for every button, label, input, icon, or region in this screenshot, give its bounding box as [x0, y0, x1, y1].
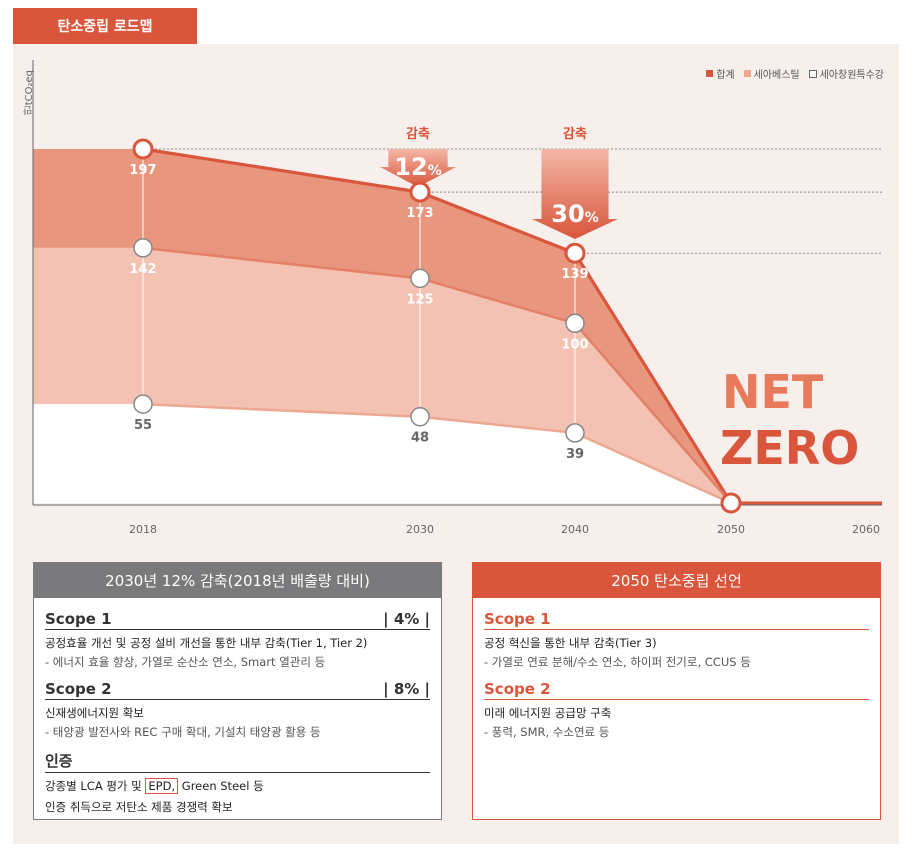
- data-label: 125: [406, 292, 433, 307]
- scope1-heading: Scope 1 | 4% |: [45, 610, 430, 630]
- marker-seah-css: [133, 394, 153, 414]
- legend-item-seah-besteel: 세아베스틸: [743, 66, 800, 81]
- x-tick-label: 2050: [717, 523, 745, 536]
- legend-swatch: [808, 69, 817, 78]
- scope1-heading-2050: Scope 1: [484, 610, 869, 630]
- target-2050-header: 2050 탄소중립 선언: [472, 562, 881, 598]
- scope2-desc: 신재생에너지원 확보: [45, 706, 144, 720]
- data-label: 142: [129, 262, 156, 277]
- scope2-desc-2050: 미래 에너지원 공급망 구축: [484, 706, 612, 720]
- reduction-value: 30%: [551, 200, 598, 228]
- scope2-detail-2050: - 풍력, SMR, 수소연료 등: [484, 725, 610, 739]
- scope2-heading: Scope 2 | 8% |: [45, 680, 430, 700]
- legend-swatch: [706, 70, 714, 77]
- legend-label: 세아창원특수강: [819, 70, 884, 81]
- target-2030-box: 2030년 12% 감축(2018년 배출량 대비) Scope 1 | 4% …: [33, 562, 442, 820]
- target-2030-header: 2030년 12% 감축(2018년 배출량 대비): [33, 562, 442, 598]
- legend-swatch: [743, 70, 751, 77]
- data-label: 48: [411, 431, 429, 446]
- scope2-heading-2050: Scope 2: [484, 680, 869, 700]
- marker-seah-besteel: [410, 268, 430, 289]
- x-tick-label: 2030: [406, 523, 434, 536]
- legend-label: 세아베스틸: [753, 70, 800, 81]
- reduction-arrow: [380, 149, 456, 187]
- data-label: 39: [566, 447, 584, 462]
- line-seah-besteel: [142, 246, 732, 504]
- marker-seah-besteel: [133, 238, 153, 258]
- scope2-title-2050: Scope 2: [484, 680, 551, 698]
- cert-title: 인증: [45, 752, 73, 770]
- legend-item-seah-css: 세아창원특수강: [808, 66, 884, 81]
- band-seah-css: [33, 404, 731, 503]
- line-seah-css: [142, 402, 732, 505]
- y-axis-unit: 만tCO₂eq: [24, 70, 35, 116]
- scope1-detail-2050: - 가열로 연료 분해/수소 연소, 하이퍼 전기로, CCUS 등: [484, 655, 751, 669]
- epd-highlight: EPD,: [145, 778, 179, 794]
- marker-2050: [720, 492, 742, 514]
- scope1-title: Scope 1: [45, 610, 112, 628]
- marker-seah-css: [410, 406, 430, 427]
- marker-seah-css: [565, 423, 585, 443]
- x-tick-label: 2018: [129, 523, 157, 536]
- legend-label: 합계: [716, 70, 735, 81]
- net-zero-text: NET: [722, 365, 824, 419]
- cert-heading: 인증: [45, 750, 430, 773]
- data-label: 55: [134, 418, 152, 433]
- scope1-title-2050: Scope 1: [484, 610, 551, 628]
- marker-total: [409, 181, 431, 203]
- scope2-title: Scope 2: [45, 680, 112, 698]
- scope1-pct: | 4% |: [383, 610, 430, 628]
- x-tick-label: 2060: [852, 523, 880, 536]
- target-2050-box: 2050 탄소중립 선언 Scope 1 공정 혁신을 통한 내부 감축(Tie…: [472, 562, 881, 820]
- reduction-label: 감축: [563, 126, 587, 142]
- scope2-pct: | 8% |: [383, 680, 430, 698]
- data-label: 173: [406, 206, 433, 221]
- net-zero-text: ZERO: [720, 421, 859, 475]
- legend-item-total: 합계: [706, 66, 735, 81]
- scope1-desc: 공정효율 개선 및 공정 설비 개선을 통한 내부 감축(Tier 1, Tie…: [45, 636, 368, 650]
- page-title: 탄소중립 로드맵: [13, 8, 197, 44]
- data-label: 197: [129, 163, 156, 178]
- data-label: 139: [561, 267, 588, 282]
- scope1-desc-2050: 공정 혁신을 통한 내부 감축(Tier 3): [484, 636, 657, 650]
- band-seah-besteel: [33, 247, 731, 503]
- cert-detail: 인증 취득으로 저탄소 제품 경쟁력 확보: [45, 800, 233, 814]
- chart-legend: 합계 세아베스틸 세아창원특수강: [706, 66, 884, 81]
- reduction-label: 감축: [406, 126, 430, 142]
- reduction-arrow: [532, 149, 618, 239]
- cert-desc: 강종별 LCA 평가 및 EPD, Green Steel 등: [45, 778, 264, 794]
- marker-seah-besteel: [565, 313, 585, 334]
- line-total: [142, 147, 733, 504]
- band-total: [33, 149, 731, 503]
- scope1-detail: - 에너지 효율 향상, 가열로 순산소 연소, Smart 열관리 등: [45, 655, 326, 669]
- scope2-detail: - 태양광 발전사와 REC 구매 확대, 기설치 태양광 활용 등: [45, 725, 321, 739]
- marker-total: [564, 242, 586, 264]
- data-label: 100: [561, 337, 588, 352]
- x-tick-label: 2040: [561, 523, 589, 536]
- marker-total: [132, 138, 154, 160]
